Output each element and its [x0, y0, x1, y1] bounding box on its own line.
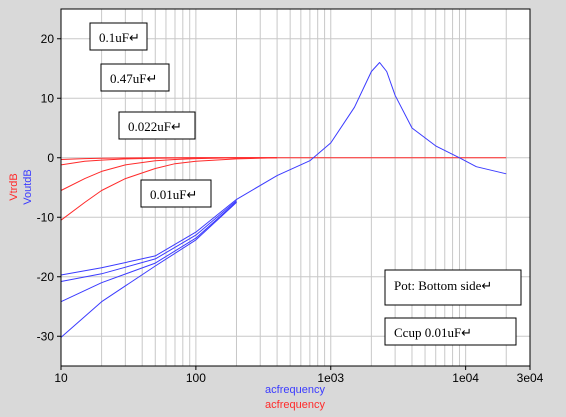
y-axis-label-red: VtrdB [8, 173, 20, 201]
series-line-5 [60, 62, 507, 276]
annotation-0.1uF: 0.1uF↵ [89, 22, 148, 51]
y-axis-label-blue: VoutdB [22, 169, 34, 204]
y-tick-label: -20 [37, 270, 55, 284]
series-line-6 [60, 200, 237, 282]
svg-text:Pot: Bottom side↵: Pot: Bottom side↵ [394, 278, 492, 293]
annotation-0.47uF: 0.47uF↵ [100, 63, 170, 92]
svg-text:Ccup 0.01uF↵: Ccup 0.01uF↵ [394, 325, 472, 340]
series-line-2 [60, 157, 278, 191]
svg-text:0.1uF↵: 0.1uF↵ [99, 30, 140, 45]
svg-text:0.47uF↵: 0.47uF↵ [110, 71, 157, 86]
x-tick-label: 1e03 [317, 371, 344, 385]
y-tick-label: -30 [37, 329, 55, 343]
annotation-0.01uF: 0.01uF↵ [140, 179, 212, 208]
series-line-3 [60, 157, 278, 221]
y-tick-label: 20 [41, 32, 55, 46]
y-tick-label: -10 [37, 210, 55, 224]
x-axis-label-red: acfrequency [265, 399, 325, 411]
series-line-7 [60, 201, 237, 303]
series-line-8 [60, 202, 237, 338]
annotation-0.022uF: 0.022uF↵ [118, 111, 196, 140]
series-group [60, 62, 507, 338]
x-axis-label-blue: acfrequency [265, 384, 325, 396]
x-tick-label: 1e04 [452, 371, 479, 385]
x-tick-label: 100 [186, 371, 206, 385]
svg-text:0.022uF↵: 0.022uF↵ [128, 119, 182, 134]
plot-frame [60, 8, 531, 367]
y-tick-label: 0 [47, 151, 54, 165]
annotation-ccup: Ccup 0.01uF↵ [384, 317, 517, 346]
svg-text:0.01uF↵: 0.01uF↵ [150, 187, 197, 202]
annotation-pot-bottom-side: Pot: Bottom side↵ [384, 269, 522, 306]
y-tick-label: 10 [41, 91, 55, 105]
x-tick-label: 3e04 [517, 371, 544, 385]
x-tick-label: 10 [54, 371, 68, 385]
